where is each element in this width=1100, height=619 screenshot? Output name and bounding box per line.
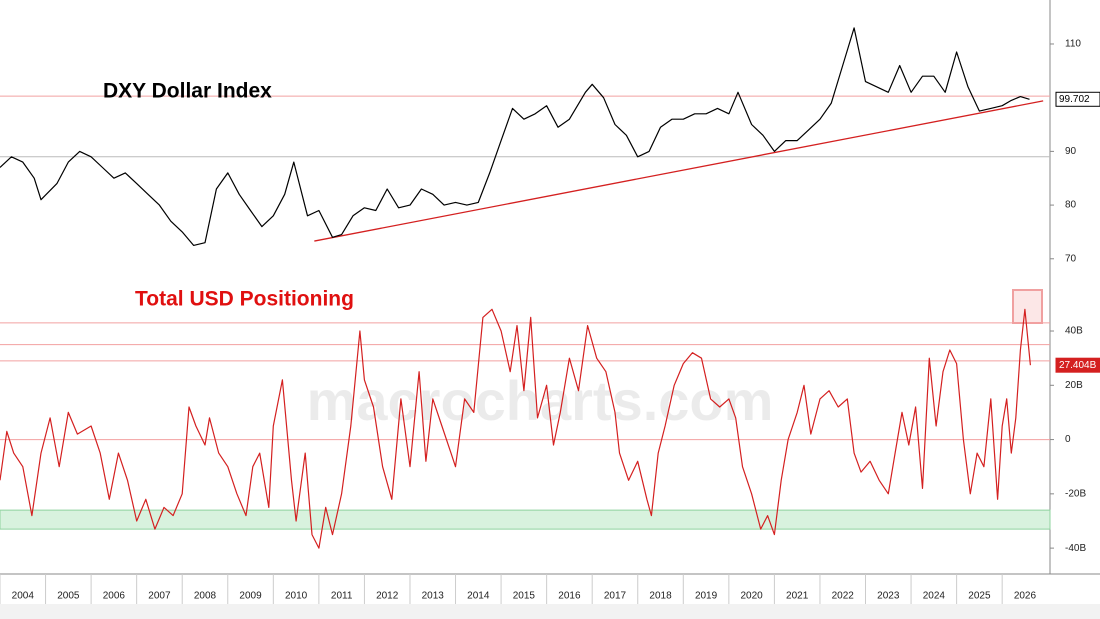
x-tick-label: 2023 bbox=[877, 591, 900, 602]
x-tick-label: 2026 bbox=[1014, 591, 1037, 602]
y-tick-label: 90 bbox=[1065, 146, 1077, 157]
x-tick-label: 2006 bbox=[103, 591, 126, 602]
x-tick-label: 2014 bbox=[467, 591, 490, 602]
y-tick-label: 70 bbox=[1065, 253, 1077, 264]
x-tick-label: 2011 bbox=[331, 591, 353, 602]
highlight-box bbox=[1012, 289, 1043, 324]
x-tick-label: 2010 bbox=[285, 591, 308, 602]
last-value-box bbox=[1055, 91, 1100, 107]
last-value-label: 99.702 bbox=[1059, 94, 1090, 105]
x-tick-label: 2021 bbox=[786, 591, 809, 602]
footer-strip bbox=[0, 604, 1100, 619]
band bbox=[0, 509, 1051, 530]
panel-title: Total USD Positioning bbox=[135, 288, 354, 311]
y-tick-label: 20B bbox=[1065, 380, 1083, 391]
x-tick-label: 2004 bbox=[12, 591, 35, 602]
x-tick-label: 2016 bbox=[558, 591, 581, 602]
x-tick-label: 2020 bbox=[741, 591, 764, 602]
x-tick-label: 2005 bbox=[57, 591, 80, 602]
x-tick-label: 2013 bbox=[422, 591, 445, 602]
trend-line bbox=[314, 100, 1044, 242]
x-tick-label: 2017 bbox=[604, 591, 627, 602]
x-tick-label: 2024 bbox=[923, 591, 946, 602]
y-tick-label: -40B bbox=[1065, 543, 1086, 554]
x-tick-label: 2007 bbox=[148, 591, 171, 602]
x-tick-label: 2019 bbox=[695, 591, 718, 602]
x-tick-label: 2009 bbox=[239, 591, 262, 602]
series-line bbox=[0, 27, 1030, 246]
x-tick-label: 2015 bbox=[513, 591, 536, 602]
x-tick-label: 2008 bbox=[194, 591, 217, 602]
y-tick-label: 40B bbox=[1065, 326, 1083, 337]
y-tick-label: 0 bbox=[1065, 434, 1071, 445]
last-value-label: 27.404B bbox=[1059, 360, 1097, 371]
series-line bbox=[0, 308, 1031, 549]
watermark: macrocharts.com bbox=[307, 369, 774, 432]
x-tick-label: 2022 bbox=[832, 591, 855, 602]
x-tick-label: 2025 bbox=[968, 591, 991, 602]
x-tick-label: 2012 bbox=[376, 591, 399, 602]
y-tick-label: 110 bbox=[1065, 39, 1081, 50]
x-tick-label: 2018 bbox=[649, 591, 672, 602]
panel-title: DXY Dollar Index bbox=[103, 80, 272, 103]
last-value-box bbox=[1055, 357, 1100, 373]
y-tick-label: 80 bbox=[1065, 200, 1077, 211]
y-tick-label: -20B bbox=[1065, 488, 1086, 499]
